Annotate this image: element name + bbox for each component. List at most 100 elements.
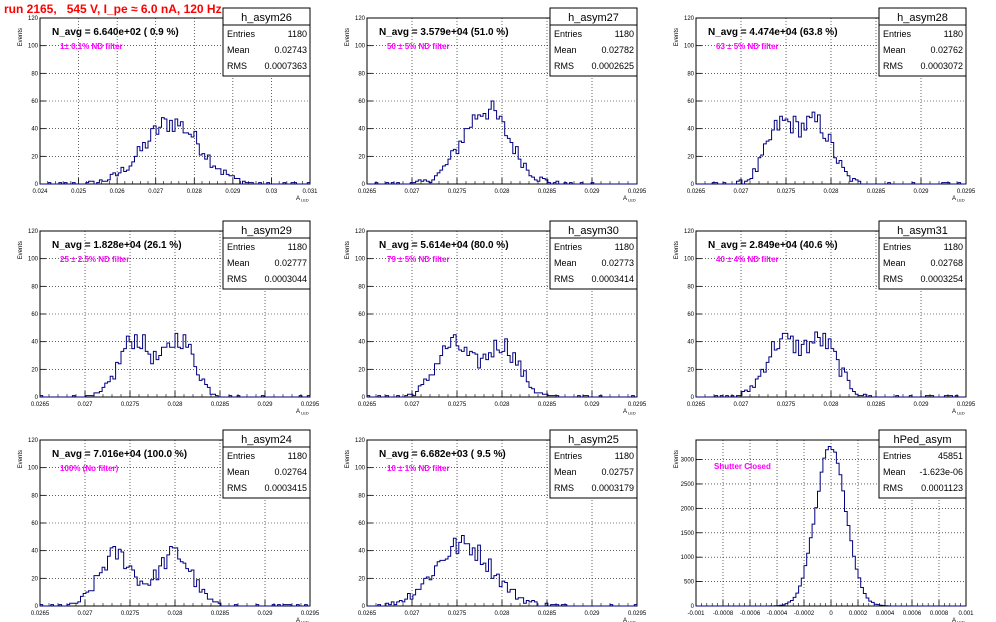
stat-value: 1180 — [615, 29, 634, 39]
histogram-name: h_asym27 — [568, 12, 619, 24]
y-tick-label: 100 — [355, 44, 366, 50]
stat-value: 1180 — [615, 242, 634, 252]
navg-label: N_avg = 4.474e+04 (63.8 %) — [708, 27, 838, 38]
y-tick-label: 120 — [28, 229, 39, 235]
x-tick-label: 0.0275 — [121, 611, 140, 617]
y-tick-label: 20 — [31, 576, 38, 582]
y-tick-label: 0 — [362, 395, 366, 401]
y-tick-label: 0 — [691, 604, 695, 610]
navg-label: N_avg = 6.682e+03 ( 9.5 %) — [379, 449, 506, 460]
x-tick-label: 0.0295 — [628, 611, 647, 617]
x-tick-label: 0.0285 — [538, 189, 557, 195]
y-tick-label: 20 — [31, 154, 38, 160]
y-tick-label: 3000 — [681, 458, 695, 464]
x-axis-label: ALED — [623, 196, 636, 203]
y-tick-label: 20 — [687, 154, 694, 160]
x-tick-label: 0.0295 — [628, 402, 647, 408]
panel-h_asym27: 0.0265 0.027 0.0275 0.028 0.0285 0.029 0.0295 0… — [345, 7, 647, 203]
stat-value: 0.0003415 — [264, 483, 307, 493]
panel-h_asym29: 0.0265 0.027 0.0275 0.028 0.0285 0.029 0.0295 0… — [18, 220, 320, 416]
filter-note: 100% (No filter) — [60, 464, 119, 473]
y-tick-label: 100 — [28, 44, 39, 50]
y-tick-label: 100 — [684, 44, 695, 50]
panel-hPed_asym: -0.001 -0.0008 -0.0006 -0.0004 -0.0002 0 0.000… — [674, 429, 974, 622]
y-tick-label: 120 — [28, 16, 39, 22]
x-tick-label: 0.0295 — [957, 189, 976, 195]
stats-box — [222, 7, 311, 77]
filter-note: 63 ± 5% ND filter — [716, 42, 779, 51]
panel-h_asym30: 0.0265 0.027 0.0275 0.028 0.0285 0.029 0.0295 0… — [345, 220, 647, 416]
histogram-series — [39, 546, 310, 607]
x-axis-label: ALED — [952, 196, 965, 203]
y-tick-label: 60 — [687, 99, 694, 105]
stat-label: Mean — [883, 467, 906, 477]
x-tick-label: 0.029 — [584, 611, 600, 617]
filter-note: 79 ± 5% ND filter — [387, 255, 450, 264]
x-tick-label: 0.0295 — [957, 402, 976, 408]
y-tick-label: 0 — [691, 182, 695, 188]
stat-value: 1180 — [944, 242, 963, 252]
y-tick-label: 40 — [31, 549, 38, 555]
stat-label: RMS — [883, 483, 903, 493]
panel-h_asym26: 0.024 0.025 0.026 0.027 0.028 0.029 0.03 0.031 0… — [18, 7, 318, 203]
y-tick-label: 500 — [684, 580, 695, 586]
histogram-name: h_asym26 — [241, 12, 292, 24]
stat-value: 0.02782 — [601, 45, 634, 55]
y-axis-label: Events — [674, 28, 680, 46]
y-tick-label: 40 — [31, 127, 38, 133]
x-tick-label: 0.0265 — [31, 611, 50, 617]
y-axis-label: Events — [345, 241, 351, 259]
stat-value: 0.02757 — [601, 467, 634, 477]
x-tick-label: 0.0275 — [121, 402, 140, 408]
stat-value: 1180 — [944, 29, 963, 39]
filter-note: Shutter Closed — [714, 462, 771, 471]
stats-box — [878, 220, 967, 290]
stat-value: 45851 — [938, 451, 963, 461]
y-tick-label: 0 — [35, 604, 39, 610]
x-tick-label: 0.027 — [404, 611, 420, 617]
x-tick-label: 0.027 — [404, 402, 420, 408]
histogram-series — [40, 117, 311, 185]
y-tick-label: 60 — [358, 312, 365, 318]
x-tick-label: 0.028 — [167, 402, 183, 408]
x-tick-label: 0.0275 — [777, 402, 796, 408]
y-axis-label: Events — [674, 241, 680, 259]
stat-value: 0.0001123 — [921, 483, 963, 493]
x-axis-label: ALED — [296, 196, 309, 203]
stat-value: 1180 — [615, 451, 634, 461]
y-tick-label: 0 — [691, 395, 695, 401]
stat-label: Entries — [227, 29, 256, 39]
x-tick-label: 0.0265 — [687, 189, 706, 195]
histogram-series — [367, 534, 638, 607]
histogram-series — [695, 445, 966, 607]
x-tick-label: 0.0285 — [867, 402, 886, 408]
x-tick-label: 0.027 — [148, 189, 164, 195]
y-axis-label: Events — [18, 450, 24, 468]
histogram-series — [39, 332, 311, 398]
y-tick-label: 40 — [687, 340, 694, 346]
stat-value: 0.02764 — [274, 467, 307, 477]
histogram-series — [366, 334, 637, 398]
x-tick-label: 0.028 — [187, 189, 203, 195]
x-tick-label: 0.03 — [266, 189, 278, 195]
x-tick-label: 0.0285 — [867, 189, 886, 195]
stats-box — [222, 220, 311, 290]
stat-label: RMS — [227, 274, 247, 284]
y-tick-label: 100 — [355, 257, 366, 263]
x-tick-label: 0.029 — [584, 402, 600, 408]
panel-h_asym31: 0.0265 0.027 0.0275 0.028 0.0285 0.029 0.0295 0… — [674, 220, 976, 416]
stat-label: RMS — [554, 61, 574, 71]
x-tick-label: -0.0006 — [740, 611, 761, 617]
x-tick-label: 0.0275 — [777, 189, 796, 195]
y-tick-label: 1500 — [681, 531, 695, 537]
stat-label: RMS — [554, 274, 574, 284]
stats-box — [878, 429, 967, 499]
x-tick-label: 0.0004 — [876, 611, 895, 617]
stat-label: Entries — [554, 451, 583, 461]
y-axis-label: Events — [18, 241, 24, 259]
x-tick-label: 0.0295 — [628, 189, 647, 195]
x-tick-label: 0.029 — [225, 189, 241, 195]
stat-value: 0.02768 — [930, 258, 963, 268]
histogram-series — [367, 100, 637, 185]
stat-label: Mean — [227, 45, 250, 55]
